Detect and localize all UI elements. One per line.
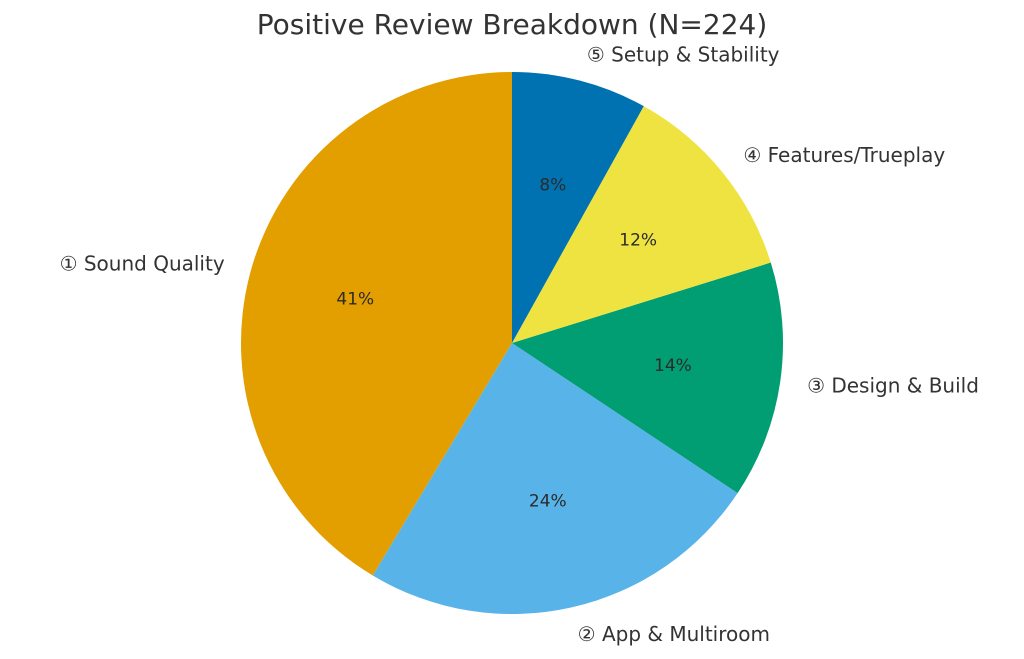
slice-category-label: ① Sound Quality <box>60 252 225 276</box>
pie-slice-5 <box>512 72 644 343</box>
pie-slice-4 <box>512 106 771 343</box>
pie-slice-1 <box>241 72 512 576</box>
slice-category-label: ② App & Multiroom <box>578 622 770 646</box>
slice-percent-label: 14% <box>654 356 692 376</box>
slice-percent-label: 8% <box>539 176 566 196</box>
category-labels: ① Sound Quality ② App & Multiroom ③ Design… <box>60 42 979 645</box>
slice-category-label: ③ Design & Build <box>807 373 979 397</box>
pie-slices <box>241 72 783 614</box>
slice-percent-label: 41% <box>336 290 374 310</box>
chart-title: Positive Review Breakdown (N=224) <box>257 8 768 41</box>
slice-category-label: ④ Features/Trueplay <box>743 143 945 167</box>
slice-percent-label: 24% <box>529 492 567 512</box>
pie-slice-3 <box>512 262 783 494</box>
slice-category-label: ⑤ Setup & Stability <box>587 42 780 66</box>
pie-slice-2 <box>372 343 738 614</box>
percent-labels: 41% 24% 14% 12% 8% <box>336 176 691 512</box>
slice-percent-label: 12% <box>619 230 657 250</box>
